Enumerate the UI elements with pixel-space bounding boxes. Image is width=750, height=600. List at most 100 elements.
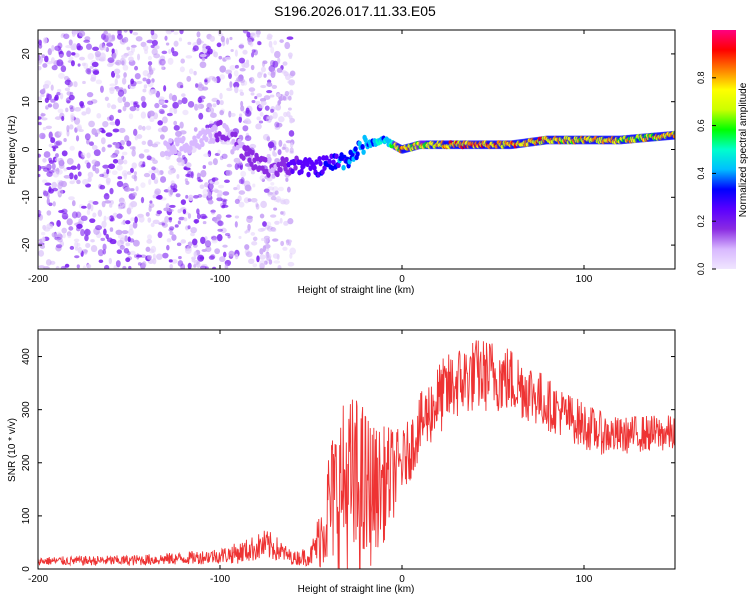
heatmap-cell [360, 144, 365, 150]
heatmap-cell [250, 170, 255, 175]
heatmap-cell [264, 224, 271, 230]
heatmap-cell [237, 161, 243, 166]
heatmap-cell [193, 251, 198, 258]
heatmap-cell [219, 74, 225, 80]
heatmap-cell [156, 210, 162, 215]
heatmap-cell [133, 171, 137, 176]
heatmap-cell [38, 96, 42, 101]
heatmap-cell [171, 234, 177, 241]
heatmap-cell [46, 163, 52, 171]
heatmap-cell [224, 232, 231, 237]
heatmap-cell [298, 159, 303, 166]
heatmap-cell [259, 248, 264, 255]
heatmap-cell [224, 263, 229, 269]
heatmap-cell [258, 104, 265, 109]
heatmap-cell [80, 228, 85, 237]
heatmap-cell [278, 99, 282, 105]
heatmap-cell [239, 91, 245, 96]
heatmap-cell [196, 31, 201, 38]
heatmap-cell [63, 174, 71, 179]
heatmap-cell [80, 102, 84, 109]
heatmap-cell [263, 188, 270, 193]
heatmap-cell [92, 46, 99, 51]
heatmap-cell [55, 167, 60, 175]
heatmap-cell [42, 83, 50, 89]
heatmap-cell [207, 150, 212, 157]
heatmap-cell [177, 99, 183, 105]
heatmap-cell [69, 91, 74, 96]
heatmap-cell [43, 190, 49, 197]
heatmap-cell [54, 141, 61, 147]
heatmap-cell [48, 202, 53, 207]
heatmap-cell [194, 103, 199, 111]
heatmap-cell [185, 180, 190, 185]
heatmap-cell [82, 265, 87, 269]
heatmap-cell [68, 56, 74, 61]
heatmap-cell [261, 237, 265, 242]
heatmap-cell [229, 64, 236, 71]
heatmap-cell [77, 246, 83, 254]
heatmap-cell [121, 155, 125, 160]
heatmap-cell [280, 70, 287, 74]
heatmap-cell [197, 103, 205, 109]
colorbar-tick-label: 0.0 [696, 263, 706, 276]
heatmap-cell [154, 188, 161, 195]
x-tick-label: 0 [399, 574, 405, 585]
heatmap-cell [220, 141, 228, 145]
heatmap-cell [233, 70, 239, 77]
heatmap-cell [287, 107, 292, 111]
heatmap-cell [205, 124, 210, 129]
heatmap-cell [256, 40, 262, 46]
heatmap-cell [280, 199, 287, 205]
heatmap-cell [76, 125, 82, 131]
heatmap-cell [167, 208, 174, 213]
heatmap-cell [116, 180, 124, 188]
heatmap-cell [152, 159, 158, 165]
heatmap-cell [157, 120, 163, 126]
heatmap-cell [133, 128, 138, 136]
heatmap-cell [125, 242, 131, 247]
heatmap-cell [248, 87, 256, 92]
heatmap-cell [192, 45, 199, 52]
heatmap-cell [270, 108, 275, 113]
heatmap-cell [104, 264, 110, 269]
heatmap-cell [97, 249, 104, 257]
heatmap-cell [107, 144, 112, 148]
heatmap-cell [116, 213, 123, 219]
heatmap-cell [234, 221, 238, 228]
heatmap-cell [79, 56, 85, 61]
heatmap-cell [103, 30, 108, 35]
heatmap-cell [48, 160, 55, 164]
heatmap-cell [87, 176, 92, 183]
heatmap-cell [187, 41, 192, 45]
heatmap-cell [142, 70, 149, 77]
heatmap-cell [81, 205, 87, 209]
heatmap-cell [130, 167, 134, 174]
heatmap-cell [88, 120, 95, 128]
heatmap-cell [242, 125, 249, 132]
heatmap-cell [208, 106, 213, 114]
heatmap-cell [96, 128, 101, 135]
heatmap-cell [119, 245, 125, 250]
heatmap-cell [39, 132, 46, 140]
heatmap-cell [70, 105, 75, 112]
heatmap-cell [173, 40, 179, 47]
heatmap-cell [191, 258, 196, 263]
heatmap-cell [109, 227, 114, 232]
heatmap-cell [225, 69, 233, 75]
heatmap-cell [282, 246, 288, 251]
heatmap-cell [289, 89, 294, 96]
heatmap-cell [44, 55, 49, 63]
heatmap-cell [188, 145, 193, 152]
heatmap-cell [125, 220, 131, 225]
heatmap-cell [196, 102, 201, 111]
heatmap-cell [161, 50, 168, 55]
heatmap-cell [140, 164, 146, 168]
heatmap-cell [128, 202, 134, 210]
heatmap-cell [239, 113, 243, 118]
heatmap-cell [268, 40, 273, 48]
heatmap-cell [60, 34, 64, 38]
heatmap-cell [69, 145, 75, 151]
heatmap-cell [196, 208, 200, 215]
heatmap-cell [327, 158, 332, 165]
